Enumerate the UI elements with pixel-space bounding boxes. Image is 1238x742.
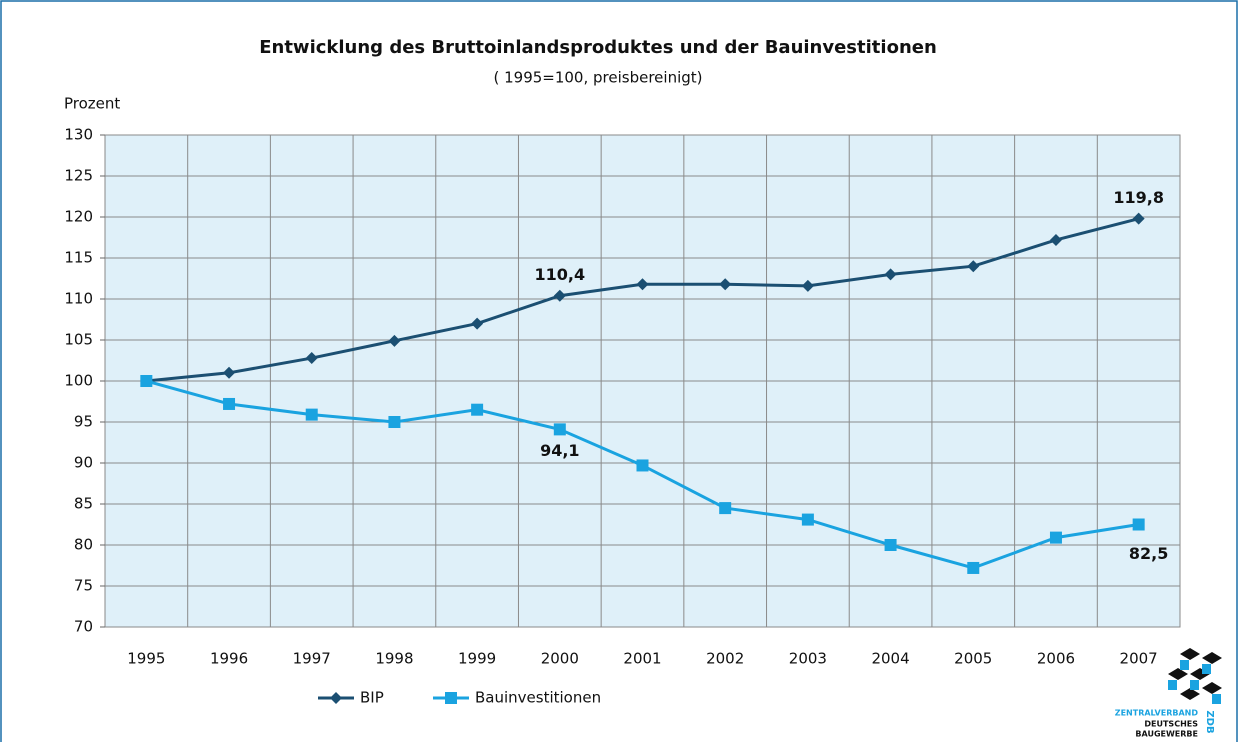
x-tick-label: 2006: [1037, 650, 1075, 668]
y-tick-label: 90: [74, 454, 93, 472]
y-tick-label: 120: [64, 208, 93, 226]
marker: [305, 408, 318, 421]
x-tick-label: 2004: [871, 650, 909, 668]
x-tick-label: 1995: [127, 650, 165, 668]
legend-label: Bauinvestitionen: [475, 689, 601, 707]
marker: [223, 366, 236, 379]
x-tick-label: 2000: [541, 650, 579, 668]
y-tick-label: 75: [74, 577, 93, 595]
marker: [223, 397, 236, 410]
logo: ZENTRALVERBAND DEUTSCHES BAUGEWERBE ZDB: [1115, 648, 1222, 739]
marker: [967, 260, 980, 273]
logo-cubes-blue: [1168, 660, 1221, 704]
y-tick-label: 105: [64, 331, 93, 349]
marker: [636, 278, 649, 291]
data-label: 94,1: [540, 441, 579, 460]
data-label: 119,8: [1113, 188, 1164, 207]
legend-marker: [445, 692, 457, 704]
marker: [553, 289, 566, 302]
legend-marker: [330, 692, 342, 704]
y-tick-label: 80: [74, 536, 93, 554]
x-tick-label: 2005: [954, 650, 992, 668]
marker: [719, 278, 732, 291]
logo-text: BAUGEWERBE: [1135, 730, 1198, 739]
y-tick-label: 95: [74, 413, 93, 431]
y-tick-label: 130: [64, 126, 93, 144]
legend-label: BIP: [360, 689, 384, 707]
marker: [471, 403, 484, 416]
marker: [967, 561, 980, 574]
y-tick-label: 70: [74, 618, 93, 636]
logo-text: ZENTRALVERBAND: [1115, 709, 1199, 718]
marker: [1132, 212, 1145, 225]
y-axis-label: Prozent: [64, 95, 120, 113]
marker: [884, 268, 897, 281]
marker: [140, 375, 153, 387]
data-label: 110,4: [535, 265, 586, 284]
marker: [388, 334, 401, 347]
data-label: 82,5: [1129, 544, 1168, 563]
x-tick-label: 2007: [1120, 650, 1158, 668]
marker: [553, 423, 566, 436]
marker: [719, 502, 732, 515]
y-tick-label: 100: [64, 372, 93, 390]
marker: [388, 416, 401, 428]
marker: [1049, 531, 1062, 544]
x-tick-label: 2002: [706, 650, 744, 668]
marker: [884, 539, 897, 551]
marker: [1132, 518, 1145, 531]
logo-cubes: [1168, 648, 1222, 700]
marker: [305, 352, 318, 365]
x-tick-label: 1998: [375, 650, 413, 668]
y-tick-label: 125: [64, 167, 93, 185]
chart-title: Entwicklung des Bruttoinlandsproduktes u…: [259, 37, 937, 58]
x-tick-label: 2001: [623, 650, 661, 668]
logo-short: ZDB: [1204, 710, 1215, 733]
marker: [471, 317, 484, 330]
x-tick-label: 1996: [210, 650, 248, 668]
y-tick-label: 115: [64, 249, 93, 267]
y-tick-label: 85: [74, 495, 93, 513]
marker: [801, 513, 814, 526]
chart-subtitle: ( 1995=100, preisbereinigt): [493, 69, 702, 87]
marker: [636, 459, 649, 472]
x-tick-label: 2003: [789, 650, 827, 668]
x-tick-label: 1997: [293, 650, 331, 668]
y-tick-label: 110: [64, 290, 93, 308]
x-tick-label: 1999: [458, 650, 496, 668]
marker: [1049, 233, 1062, 246]
marker: [801, 279, 814, 292]
logo-text: DEUTSCHES: [1144, 720, 1198, 729]
